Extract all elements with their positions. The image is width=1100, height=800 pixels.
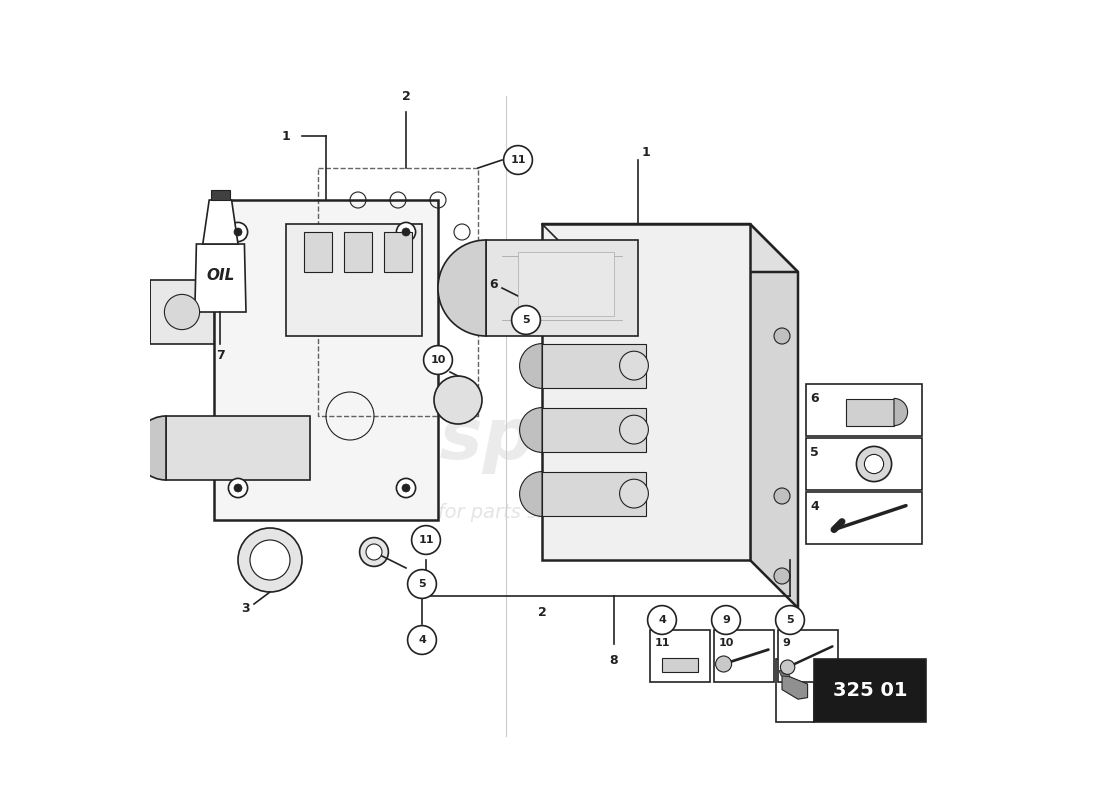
Circle shape [360, 538, 388, 566]
Wedge shape [120, 282, 150, 342]
Wedge shape [519, 471, 542, 517]
Circle shape [434, 376, 482, 424]
Polygon shape [542, 344, 646, 388]
Circle shape [774, 488, 790, 504]
Text: 7: 7 [216, 350, 224, 362]
Polygon shape [211, 190, 230, 200]
Polygon shape [150, 280, 214, 344]
Text: 325 01: 325 01 [833, 681, 908, 700]
Text: 5: 5 [418, 579, 426, 589]
Polygon shape [202, 200, 238, 244]
Polygon shape [343, 232, 373, 272]
Bar [650, 630, 710, 682]
Polygon shape [486, 240, 638, 336]
Wedge shape [519, 344, 542, 389]
Text: 5: 5 [786, 615, 794, 625]
Text: 5: 5 [522, 315, 530, 325]
Polygon shape [518, 252, 614, 316]
Polygon shape [779, 670, 790, 677]
Circle shape [716, 656, 732, 672]
Circle shape [857, 446, 892, 482]
Text: 11: 11 [654, 638, 670, 648]
Circle shape [512, 306, 540, 334]
Circle shape [776, 606, 804, 634]
Wedge shape [519, 407, 542, 452]
Text: 10: 10 [718, 638, 734, 648]
Circle shape [250, 540, 290, 580]
Bar [778, 630, 838, 682]
Circle shape [619, 351, 648, 380]
Polygon shape [286, 224, 422, 336]
Circle shape [619, 415, 648, 444]
Polygon shape [195, 244, 246, 312]
Polygon shape [846, 399, 894, 426]
Circle shape [408, 570, 437, 598]
Polygon shape [542, 224, 750, 560]
Polygon shape [542, 472, 646, 516]
Circle shape [366, 544, 382, 560]
Wedge shape [894, 398, 908, 426]
Polygon shape [662, 658, 698, 672]
Bar [806, 384, 922, 436]
Circle shape [234, 228, 242, 236]
Text: 2: 2 [402, 90, 410, 102]
Bar [714, 630, 774, 682]
Wedge shape [134, 416, 166, 480]
Polygon shape [384, 232, 412, 272]
Text: 1: 1 [282, 130, 290, 142]
Text: a passion for parts since 1985: a passion for parts since 1985 [339, 502, 634, 522]
Circle shape [408, 626, 437, 654]
Circle shape [774, 568, 790, 584]
Text: 6: 6 [490, 278, 498, 290]
Bar [776, 659, 814, 722]
Circle shape [396, 222, 416, 242]
Circle shape [424, 346, 452, 374]
Text: eurosport: eurosport [254, 406, 654, 474]
Text: 11: 11 [510, 155, 526, 165]
Polygon shape [542, 224, 798, 272]
Circle shape [774, 328, 790, 344]
Text: 5: 5 [810, 446, 818, 458]
Text: 4: 4 [418, 635, 426, 645]
Circle shape [504, 146, 532, 174]
Text: 10: 10 [430, 355, 446, 365]
Bar [806, 492, 922, 544]
Wedge shape [438, 240, 486, 336]
Bar [806, 438, 922, 490]
Text: 6: 6 [810, 392, 818, 405]
Circle shape [712, 606, 740, 634]
Circle shape [402, 228, 410, 236]
Text: 1: 1 [641, 146, 650, 158]
Text: 2: 2 [538, 606, 547, 618]
Polygon shape [782, 674, 807, 699]
Text: OIL: OIL [206, 269, 234, 283]
Circle shape [402, 484, 410, 492]
Circle shape [865, 454, 883, 474]
Circle shape [396, 478, 416, 498]
Circle shape [164, 294, 199, 330]
Text: 3: 3 [242, 602, 251, 614]
Circle shape [229, 222, 248, 242]
Circle shape [619, 479, 648, 508]
Polygon shape [750, 224, 798, 608]
Text: 9: 9 [722, 615, 730, 625]
Circle shape [780, 660, 795, 674]
Circle shape [648, 606, 676, 634]
Text: 8: 8 [609, 654, 618, 666]
Circle shape [238, 528, 302, 592]
Polygon shape [166, 416, 310, 480]
Text: 11: 11 [418, 535, 433, 545]
Circle shape [234, 484, 242, 492]
Polygon shape [304, 232, 332, 272]
Text: 9: 9 [783, 638, 791, 648]
Bar [814, 659, 926, 722]
Text: 4: 4 [810, 500, 818, 513]
Circle shape [229, 478, 248, 498]
Polygon shape [542, 408, 646, 452]
Text: 4: 4 [658, 615, 666, 625]
Polygon shape [214, 200, 438, 520]
Circle shape [411, 526, 440, 554]
